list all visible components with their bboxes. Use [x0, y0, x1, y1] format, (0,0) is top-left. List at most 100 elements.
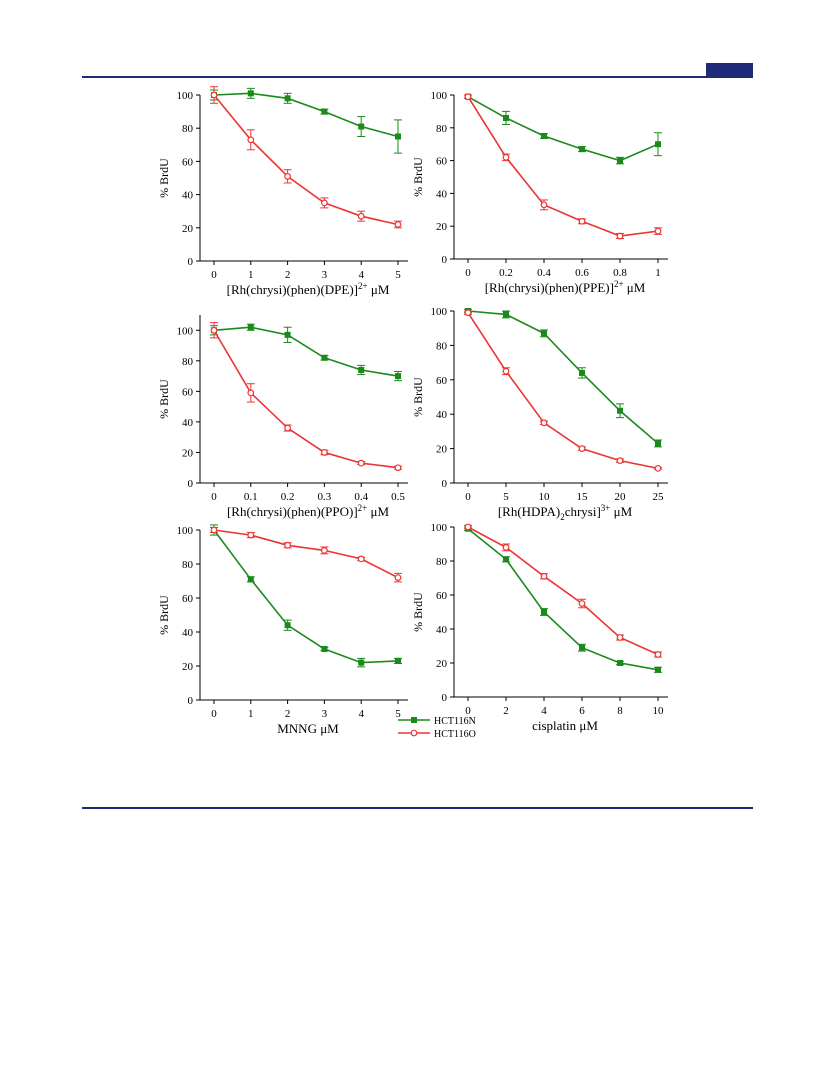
x-tick-label: 0.2 — [499, 267, 513, 279]
x-tick-label: 8 — [617, 705, 623, 717]
y-axis-label: % BrdU — [411, 377, 425, 417]
x-tick-label: 0 — [465, 267, 471, 279]
legend-entry: HCT116O — [398, 729, 476, 740]
data-point — [502, 367, 510, 375]
header-tab — [706, 63, 753, 78]
y-tick-label: 100 — [431, 522, 448, 534]
x-tick-label: 0 — [211, 708, 217, 720]
data-point — [358, 123, 365, 130]
y-axis-label: % BrdU — [157, 595, 171, 635]
x-tick-label: 3 — [322, 269, 328, 281]
data-point — [541, 133, 547, 139]
x-label-text: [Rh(chrysi)(phen)(PPO)] — [227, 504, 358, 519]
x-tick-label: 0.4 — [354, 491, 368, 503]
x-label-sup: 2+ — [358, 281, 368, 291]
x-label-text: cisplatin μM — [532, 718, 598, 733]
series-HCT116N — [210, 87, 402, 154]
chart-panel-6: 0 20 40 60 80 100 0 2 4 6 8 10 % BrdU cisplatin μM — [411, 522, 668, 733]
x-axis-label: [Rh(chrysi)(phen)(PPE)]2+ μM — [485, 279, 646, 295]
x-tick-label: 5 — [395, 269, 401, 281]
x-tick-label: 5 — [503, 491, 509, 503]
y-tick-label: 20 — [436, 444, 448, 456]
data-point — [541, 330, 547, 337]
series-line — [213, 92, 399, 138]
series-HCT116N — [464, 308, 662, 448]
data-point — [358, 659, 365, 666]
data-point — [540, 572, 548, 580]
series-line — [467, 310, 659, 445]
x-label-sup: 3+ — [601, 503, 611, 513]
series-HCT116O — [210, 526, 402, 583]
x-label-text: [Rh(chrysi)(phen)(DPE)] — [227, 282, 358, 297]
x-tick-label: 1 — [248, 269, 254, 281]
data-point — [541, 609, 547, 615]
data-point — [616, 634, 624, 641]
series-line — [467, 95, 659, 162]
legend-marker — [410, 729, 418, 737]
data-point — [210, 91, 218, 99]
y-tick-label: 80 — [436, 340, 448, 352]
data-point — [655, 440, 661, 447]
series-line — [467, 96, 659, 237]
data-point — [247, 389, 255, 397]
y-tick-label: 60 — [436, 156, 448, 168]
y-tick-label: 40 — [182, 627, 194, 639]
data-point — [616, 457, 624, 465]
series-line — [467, 312, 659, 470]
x-tick-label: 10 — [539, 491, 551, 503]
x-tick-label: 10 — [653, 705, 665, 717]
x-label-text: [Rh(HDPA) — [498, 504, 560, 519]
y-axis-label: % BrdU — [157, 158, 171, 198]
data-point — [394, 464, 402, 472]
data-point — [321, 646, 328, 652]
x-axis-label: [Rh(chrysi)(phen)(PPO)]2+ μM — [227, 503, 390, 519]
x-axis-label: cisplatin μM — [532, 718, 598, 733]
y-tick-label: 60 — [182, 593, 194, 605]
x-label-text: [Rh(chrysi)(phen)(PPE)] — [485, 280, 614, 295]
x-tick-label: 4 — [541, 705, 547, 717]
data-point — [395, 657, 401, 664]
data-point — [321, 199, 328, 207]
x-label-text: μM — [368, 282, 390, 297]
y-tick-label: 20 — [182, 661, 194, 673]
series-line — [467, 528, 659, 671]
chart-panel-4: 0 20 40 60 80 100 0 5 10 15 20 25 % BrdU [Rh(HDPA)2ch… — [411, 306, 668, 522]
data-point — [394, 574, 402, 581]
footer-rule — [82, 807, 753, 809]
x-tick-label: 0.2 — [281, 491, 295, 503]
x-tick-label: 4 — [358, 269, 364, 281]
y-tick-label: 0 — [188, 478, 194, 490]
x-tick-label: 4 — [358, 708, 364, 720]
x-label-sub: 2 — [560, 512, 565, 522]
x-tick-label: 2 — [285, 269, 291, 281]
data-point — [394, 221, 402, 228]
series-line — [213, 326, 399, 377]
data-point — [247, 136, 255, 144]
data-point — [284, 424, 292, 432]
y-tick-label: 100 — [177, 90, 194, 102]
data-point — [654, 651, 662, 658]
data-point — [321, 108, 328, 115]
data-point — [284, 331, 291, 338]
x-tick-label: 15 — [577, 491, 589, 503]
data-point — [616, 232, 624, 240]
x-tick-label: 0 — [465, 705, 471, 717]
x-tick-label: 20 — [615, 491, 627, 503]
data-point — [503, 556, 509, 563]
y-tick-label: 40 — [436, 624, 448, 636]
data-point — [655, 666, 661, 673]
header-rule — [82, 76, 753, 78]
data-point — [578, 217, 586, 225]
y-axis-label: % BrdU — [411, 157, 425, 197]
data-point — [284, 172, 292, 180]
data-point — [617, 660, 623, 666]
y-tick-label: 0 — [442, 692, 448, 704]
data-point — [464, 93, 472, 101]
data-point — [321, 547, 328, 554]
x-label-text: μM — [624, 280, 646, 295]
x-tick-label: 0.5 — [391, 491, 405, 503]
y-tick-label: 0 — [442, 254, 448, 266]
data-point — [502, 544, 510, 551]
y-tick-label: 80 — [182, 356, 194, 368]
